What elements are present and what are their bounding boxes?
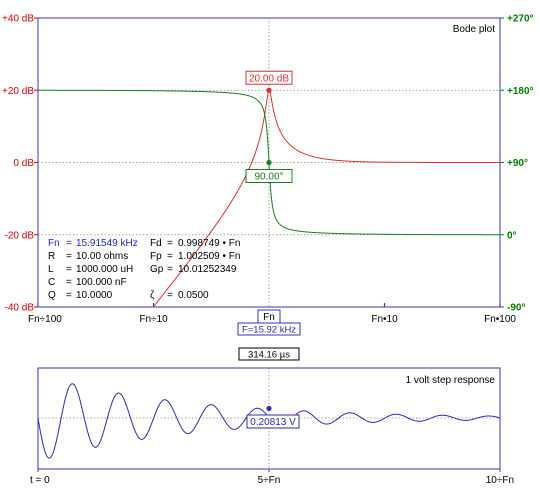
step-value-box [246,414,300,429]
bode-title: Bode plot [453,24,495,35]
param-fp-eq: = [167,251,173,262]
magnitude-marker-dot [266,87,272,93]
param-q-value: 10.0000 [76,290,113,301]
left-axis-tick-label: +20 dB [2,86,34,97]
right-axis-tick-label: 0° [507,230,517,241]
magnitude-curve [152,89,500,308]
step-value-label: 0.20813 V [250,417,296,428]
step-x-tick-label: t = 0 [30,475,50,486]
param-fn-eq: = [66,238,72,249]
bode-markers: 20.00 dB 90.00° [245,70,293,183]
param-fn-label: Fn [48,238,60,249]
right-axis-tick-label: -90° [507,303,525,314]
param-l-value: 1000.000 uH [76,264,134,275]
param-zeta-value: 0.0500 [178,290,209,301]
param-q-label: Q [48,290,56,301]
x-axis-fn-label: Fn [263,312,275,323]
param-zeta-eq: = [167,290,173,301]
param-fp-value: 1.002509 • Fn [178,251,241,262]
left-axis-tick-label: +40 dB [2,14,34,25]
magnitude-marker-box [245,70,293,85]
param-gp-value: 10.01252349 [178,264,237,275]
time-marker-label: 314.16 µs [248,350,290,361]
bode-axes: +40 dB +20 dB 0 dB -20 dB -40 dB +270° +180° +9… [2,14,534,336]
param-gp-eq: = [167,264,173,275]
phase-marker-dot [266,159,272,166]
param-fp-label: Fp [150,251,162,262]
x-axis-tick-label: Fn÷100 [28,314,62,325]
fn-readout-box [237,322,301,336]
right-axis-tick-label: +180° [507,86,534,97]
x-axis-tick-label: Fn÷10 [139,314,168,325]
step-x-tick-label: 10÷Fn [486,475,514,486]
param-fd-eq: = [167,238,173,249]
step-x-tick-label: 5÷Fn [258,475,281,486]
magnitude-marker-label: 20.00 dB [249,73,289,84]
param-r-value: 10.00 ohms [76,251,129,262]
param-r-label: R [48,251,56,262]
param-fd-label: Fd [150,238,162,249]
fn-readout: F=15.92 kHz [242,325,296,336]
param-l-eq: = [66,264,72,275]
param-r-eq: = [66,251,72,262]
param-q-eq: = [66,290,72,301]
param-c-eq: = [66,277,72,288]
step-markers: 314.16 µs 0.20813 V [238,347,300,429]
x-axis-tick-label: Fn•10 [371,314,398,325]
left-axis-tick-label: -40 dB [5,303,35,314]
param-fn-value: 15.91549 kHz [76,238,138,249]
param-zeta-label: ζ [150,290,155,301]
time-marker-box [238,347,300,361]
step-marker-dot [266,405,272,412]
bode-plot: Bode plot +40 dB +20 dB 0 dB -20 dB -40 dB +2… [2,14,534,336]
param-l-label: L [48,264,54,275]
param-c-label: C [48,277,56,288]
right-axis-tick-label: +270° [507,14,534,25]
phase-marker-label: 90.00° [254,172,283,183]
param-gp-label: Gp [150,264,164,275]
right-axis-tick-label: +90° [507,158,528,169]
left-axis-tick-label: 0 dB [13,158,34,169]
param-fd-value: 0.998749 • Fn [178,238,241,249]
x-axis-tick-label: Fn•100 [484,314,516,325]
step-response-plot: 1 volt step response t = 0 5÷Fn 10÷Fn 314.… [30,347,514,486]
left-axis-tick-label: -20 dB [5,230,35,241]
phase-marker-box [245,169,293,183]
step-title: 1 volt step response [406,375,496,386]
param-c-value: 100.000 nF [76,277,127,288]
